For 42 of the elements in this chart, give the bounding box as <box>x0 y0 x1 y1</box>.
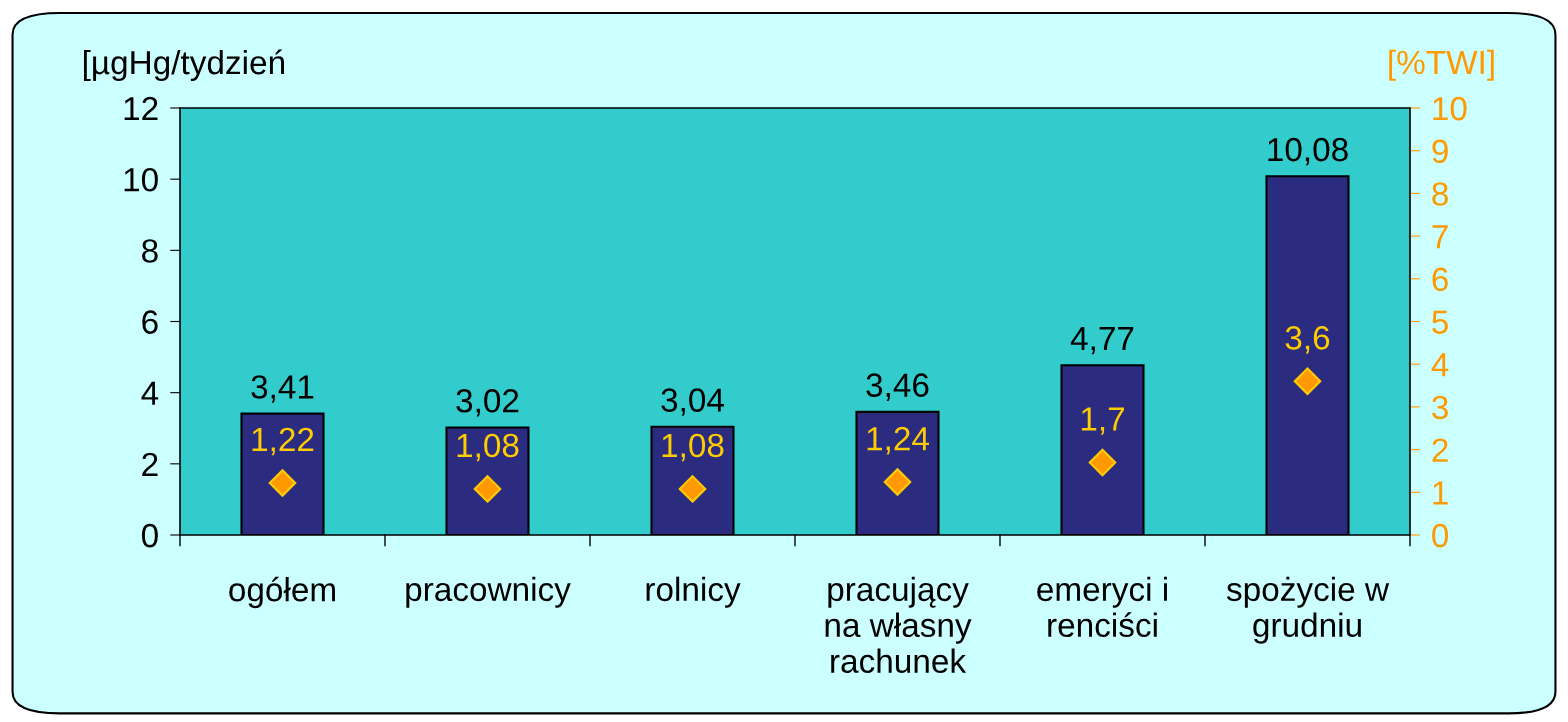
x-tick-label: pracownicy <box>406 576 571 608</box>
y-tick-label: 8 <box>142 239 158 263</box>
y-tick-label: 4 <box>141 381 159 405</box>
y2-axis-title: [%TWI] <box>1389 49 1494 81</box>
x-tick-label: rolnicy <box>646 576 741 608</box>
y-tick-label: 2 <box>142 452 158 476</box>
data-label: 3,46 <box>866 373 929 401</box>
data-label: 1,24 <box>867 426 929 455</box>
y2-tick-label: 4 <box>1431 353 1449 377</box>
point <box>1088 448 1117 477</box>
data-label: 1,7 <box>1081 407 1124 435</box>
y-tick-label: 0 <box>141 523 158 548</box>
x-tick-label: ogółem <box>229 576 335 609</box>
point <box>268 469 297 497</box>
y2-tick-label: 8 <box>1432 182 1448 206</box>
x-tick-label: emeryci i renciści <box>1037 576 1167 638</box>
y2-tick-label: 5 <box>1432 310 1448 334</box>
y2-tick-label: 10 <box>1433 96 1467 121</box>
point <box>883 468 912 496</box>
y2-tick-label: 6 <box>1432 267 1448 292</box>
data-label: 10,08 <box>1268 137 1348 166</box>
data-label: 3,04 <box>661 388 724 416</box>
y2-tick-label: 9 <box>1432 139 1448 164</box>
data-label: 3,02 <box>456 389 519 417</box>
y2-tick-label: 7 <box>1432 225 1448 249</box>
data-label: 1,08 <box>662 433 724 462</box>
y-tick-label: 6 <box>142 310 158 334</box>
data-label: 3,6 <box>1285 326 1330 354</box>
point <box>1293 367 1322 396</box>
y-axis-title: [µgHg/tydzień <box>83 49 285 82</box>
y-tick-label: 12 <box>124 96 158 121</box>
y2-tick-label: 2 <box>1432 438 1448 462</box>
y2-tick-label: 3 <box>1432 395 1448 420</box>
y-tick-label: 10 <box>124 167 158 192</box>
x-tick-label: spożycie w grudniu <box>1226 576 1390 644</box>
data-label: 1,22 <box>252 427 314 456</box>
y2-tick-label: 0 <box>1432 523 1449 548</box>
data-label: 3,41 <box>251 375 314 403</box>
y2-tick-label: 1 <box>1433 481 1448 505</box>
data-label: 1,08 <box>457 433 519 462</box>
data-label: 4,77 <box>1070 327 1134 355</box>
x-tick-label: pracujący na własny rachunek <box>825 576 972 673</box>
